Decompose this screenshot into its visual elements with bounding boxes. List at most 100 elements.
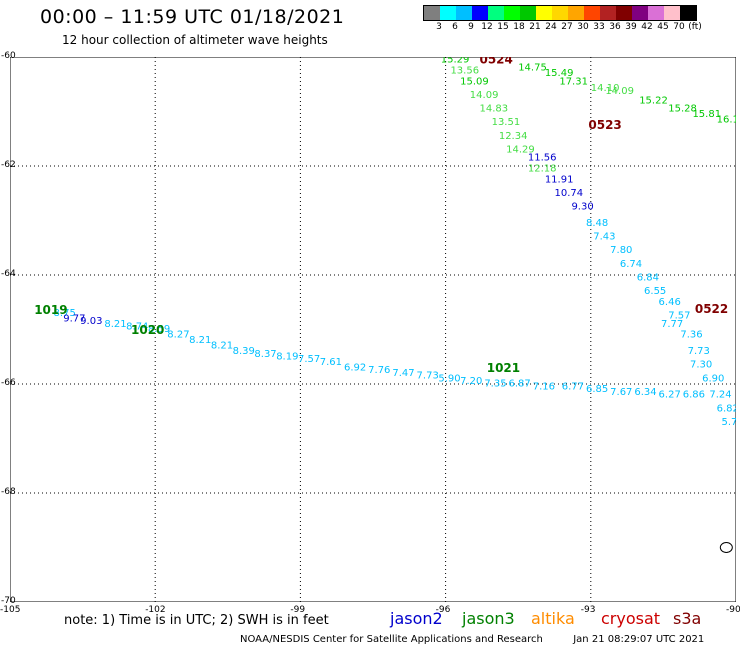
color-scale-label: 36 (609, 22, 621, 32)
wave-height-label: 6.90 (702, 373, 724, 384)
wave-height-label: 7.80 (610, 245, 632, 256)
chart-subtitle: 12 hour collection of altimeter wave hei… (62, 33, 328, 47)
wave-height-label: 8.21 (189, 335, 211, 346)
color-scale-label: 27 (561, 22, 573, 32)
wave-height-label: 15.22 (639, 95, 668, 106)
wave-height-label: 6.84 (637, 272, 659, 283)
pass-time-label: 0524 (479, 57, 512, 67)
wave-height-label: 6.92 (344, 362, 366, 373)
wave-height-label: 15.81 (692, 109, 721, 120)
color-cell (632, 6, 648, 20)
color-cell (568, 6, 584, 20)
wave-height-label: 8.21 (104, 319, 126, 330)
wave-height-label: 8.59 (148, 324, 170, 335)
wave-height-label: 8.19 (276, 351, 298, 362)
x-tick-label: -96 (435, 605, 451, 615)
color-scale-label: 39 (625, 22, 637, 32)
color-scale-label: 45 (657, 22, 669, 32)
color-cell (680, 6, 696, 20)
color-scale-label: 30 (577, 22, 589, 32)
wave-height-label: 6.34 (634, 387, 656, 398)
wave-height-label: 7.24 (709, 390, 731, 401)
pass-time-label: 1019 (34, 303, 67, 317)
color-cell (520, 6, 536, 20)
color-scale-label: (ft) (688, 22, 702, 32)
wave-height-label: 7.57 (668, 311, 690, 322)
wave-height-label: 6.82 (717, 403, 736, 414)
legend-item: altika (531, 609, 575, 628)
x-tick-label: -105 (0, 605, 21, 615)
wave-height-label: 7.43 (593, 232, 615, 243)
x-tick-label: -99 (290, 605, 306, 615)
wave-height-label: 15.10 (482, 57, 511, 60)
wave-height-label: 15.09 (460, 76, 489, 87)
wave-height-label: 6.87 (509, 379, 531, 390)
wave-height-label: 7.16 (533, 381, 555, 392)
color-cell (488, 6, 504, 20)
wave-height-label: 5.76 (721, 417, 736, 428)
color-cell (472, 6, 488, 20)
credit-text: NOAA/NESDIS Center for Satellite Applica… (240, 634, 543, 645)
wave-height-label: 6.46 (659, 297, 681, 308)
wave-height-label: 8.27 (167, 330, 189, 341)
legend-item: cryosat (601, 609, 661, 628)
color-cell (648, 6, 664, 20)
y-tick-label: -66 (1, 378, 16, 388)
color-cell (616, 6, 632, 20)
wave-height-label: 16.13 (717, 114, 736, 125)
wave-height-label: 7.67 (610, 387, 632, 398)
wave-height-label: 6.77 (562, 381, 584, 392)
color-cell (504, 6, 520, 20)
color-scale-label: 3 (436, 22, 442, 32)
y-tick-label: -62 (1, 160, 16, 170)
wave-height-label: 9.03 (80, 316, 102, 327)
wave-height-plot: 15.29 15.10 13.56 14.75 15.09 15.49 14.09 17.31… (10, 57, 736, 602)
wave-height-label: 9.77 (63, 313, 85, 324)
wave-height-label: 7.35 (484, 379, 506, 390)
color-cell (440, 6, 456, 20)
wave-height-label: 6.55 (644, 286, 666, 297)
wave-height-label: 7.47 (392, 368, 414, 379)
chart-title: 00:00 – 11:59 UTC 01/18/2021 (40, 6, 345, 28)
wave-height-label: 7.57 (298, 354, 320, 365)
wave-height-label: 13.51 (492, 117, 521, 128)
wave-height-label: 7.73 (417, 371, 439, 382)
color-scale-label: 12 (481, 22, 493, 32)
y-tick-label: -64 (1, 269, 16, 279)
wave-height-label: 8.75 (54, 308, 76, 319)
color-scale-label: 33 (593, 22, 605, 32)
color-cell (584, 6, 600, 20)
wave-height-label: 8.37 (254, 349, 276, 360)
x-tick-label: -102 (145, 605, 166, 615)
color-scale-label: 18 (513, 22, 525, 32)
y-tick-label: -70 (1, 596, 16, 606)
color-scale-bar (423, 5, 697, 21)
wave-height-label: 14.10 (591, 83, 620, 94)
wave-height-label: 7.30 (690, 360, 712, 371)
pass-time-label: 0522 (695, 302, 728, 316)
wave-height-label: 7.20 (460, 376, 482, 387)
color-scale-label: 24 (545, 22, 557, 32)
x-tick-label: -93 (580, 605, 596, 615)
wave-height-label: 6.74 (620, 259, 642, 270)
x-tick-label: -90 (726, 605, 740, 615)
wave-height-label: 14.75 (518, 63, 547, 74)
wave-height-label: 12.18 (528, 163, 557, 174)
wave-height-label: 17.31 (559, 76, 588, 87)
wave-height-label: 12.34 (499, 131, 528, 142)
legend-item: jason3 (462, 609, 515, 628)
wave-height-label: 8.74 (126, 322, 148, 333)
color-cell (600, 6, 616, 20)
pass-time-label: 0523 (588, 118, 621, 132)
wave-height-label: 7.76 (368, 365, 390, 376)
legend-item: jason2 (390, 609, 443, 628)
wave-height-label: 14.09 (470, 90, 499, 101)
pass-time-label: 0824 (547, 57, 580, 60)
wave-height-label: 7.36 (680, 330, 702, 341)
credit-line: NOAA/NESDIS Center for Satellite Applica… (240, 634, 704, 645)
wave-height-label: 5.90 (438, 373, 460, 384)
wave-height-label: 6.85 (586, 384, 608, 395)
wave-height-label: 14.29 (506, 144, 535, 155)
wave-height-label: 8.48 (586, 218, 608, 229)
